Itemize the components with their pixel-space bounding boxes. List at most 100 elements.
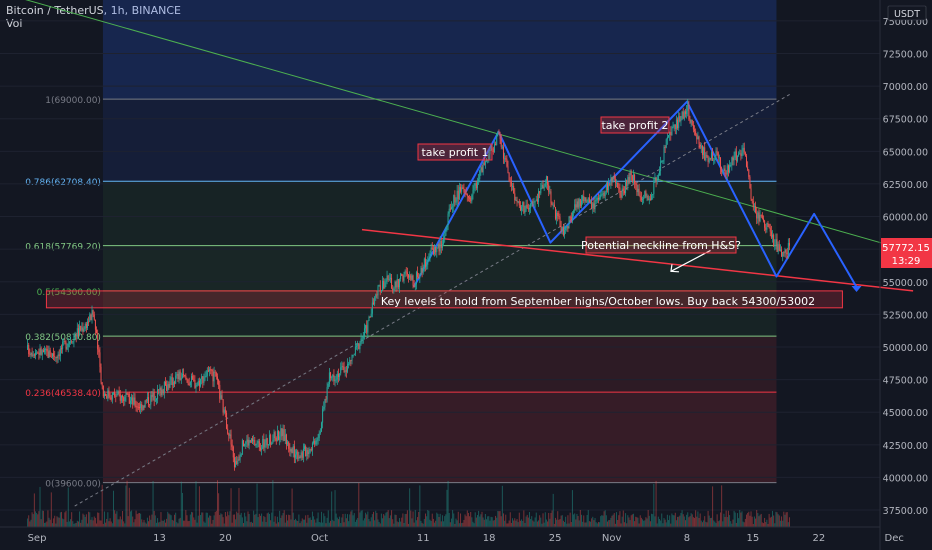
volume-bar [359, 512, 361, 527]
volume-bar [783, 511, 785, 527]
volume-bar [716, 514, 718, 527]
candle-body [575, 204, 577, 208]
volume-bar [574, 513, 576, 527]
candle-body [117, 391, 119, 394]
take-profit-2-label: take profit 2 [601, 119, 668, 132]
volume-bar [653, 483, 655, 527]
volume-bar [786, 512, 788, 527]
candle-body [616, 182, 618, 184]
candle-body [275, 438, 277, 441]
candle-body [621, 188, 623, 198]
candle-body [762, 218, 764, 221]
candle-body [730, 165, 732, 167]
volume-bar [202, 512, 204, 527]
volume-bar [616, 512, 618, 527]
price-tick-label: 55000.00 [883, 278, 928, 289]
volume-bar [488, 516, 490, 527]
candle-body [183, 374, 185, 376]
candle-body [638, 188, 640, 196]
volume-bar [617, 519, 619, 527]
volume-bar [530, 519, 532, 527]
volume-bar [189, 514, 191, 527]
candle-body [632, 174, 634, 182]
candle-body [333, 374, 335, 381]
volume-bar [270, 520, 272, 527]
volume-bar [230, 488, 232, 527]
volume-bar [642, 519, 644, 527]
volume-bar [611, 515, 613, 527]
candle-body [148, 397, 150, 405]
candle-body [362, 335, 364, 339]
candle-body [490, 149, 492, 151]
volume-bar [781, 516, 783, 527]
candle-body [363, 328, 365, 336]
candle-body [545, 176, 547, 184]
candle-body [652, 194, 654, 196]
candle-body [264, 442, 266, 448]
volume-bar [447, 480, 449, 527]
volume-bar [762, 523, 764, 527]
candle-body [298, 456, 300, 459]
volume-bar [649, 521, 651, 527]
volume-bar [535, 512, 537, 527]
volume-bar [49, 519, 51, 527]
candle-body [601, 194, 603, 196]
candle-body [102, 385, 104, 397]
candle-body [543, 186, 545, 189]
candle-body [512, 185, 514, 187]
candle-body [201, 376, 203, 380]
volume-bar [784, 514, 786, 527]
candle-body [756, 212, 758, 219]
volume-bar [723, 513, 725, 527]
candle-body [187, 379, 189, 384]
volume-bar [521, 519, 523, 527]
volume-bar [404, 513, 406, 527]
candle-body [106, 395, 108, 399]
fib-band [102, 392, 777, 483]
volume-bar [568, 523, 570, 527]
fib-level-label: 0.5(54300.00) [37, 288, 101, 298]
volume-bar [285, 514, 287, 527]
candle-body [764, 220, 766, 228]
volume-bar [222, 517, 224, 527]
volume-bar [153, 510, 155, 527]
volume-bar [158, 522, 160, 527]
volume-bar [562, 520, 564, 527]
volume-bar [383, 514, 385, 527]
volume-bar [304, 519, 306, 527]
candle-body [500, 138, 502, 147]
volume-bar [545, 519, 547, 527]
volume-bar [335, 513, 337, 527]
volume-bar [325, 523, 327, 527]
candle-body [90, 314, 92, 321]
candle-body [366, 325, 368, 333]
volume-bar [387, 510, 389, 527]
candle-body [441, 243, 443, 249]
candle-body [515, 199, 517, 201]
volume-bar [100, 520, 102, 527]
volume-bar [422, 523, 424, 527]
key-levels-note: Key levels to hold from September highs/… [381, 295, 815, 308]
volume-bar [148, 521, 150, 527]
candle-body [195, 385, 197, 388]
volume-bar [244, 512, 246, 527]
candle-body [166, 385, 168, 391]
volume-bar [310, 519, 312, 527]
candle-body [609, 183, 611, 185]
candle-body [351, 355, 353, 362]
price-tick-label: 75000.00 [883, 17, 928, 28]
bar-countdown: 13:29 [892, 256, 921, 267]
candle-body [177, 374, 179, 380]
candle-body [785, 249, 787, 253]
volume-bar [176, 522, 178, 527]
volume-bar [239, 514, 241, 527]
volume-bar [557, 511, 559, 527]
candle-body [232, 446, 234, 458]
candle-body [377, 286, 379, 296]
candle-body [290, 449, 292, 452]
candle-body [168, 384, 170, 388]
candle-body [114, 392, 116, 397]
candle-body [172, 382, 174, 385]
candle-body [600, 194, 602, 198]
